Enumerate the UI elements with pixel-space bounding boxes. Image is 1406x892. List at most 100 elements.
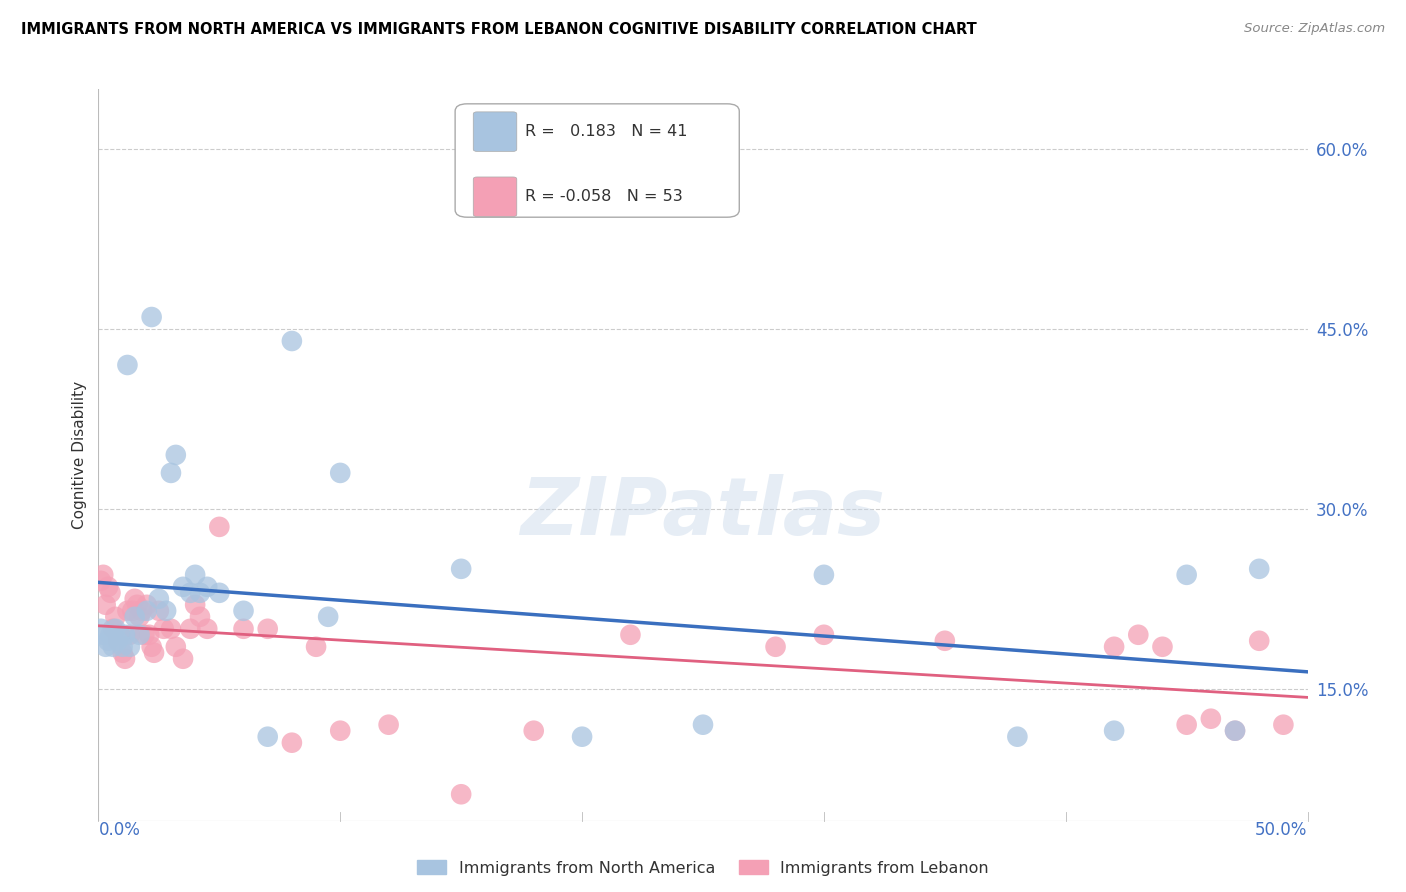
Point xyxy=(232,604,254,618)
Point xyxy=(131,604,153,618)
Point xyxy=(813,567,835,582)
Point xyxy=(91,567,114,582)
Point xyxy=(184,598,207,612)
Text: 0.0%: 0.0% xyxy=(98,821,141,838)
Point xyxy=(692,717,714,731)
Point xyxy=(813,628,835,642)
Point xyxy=(179,586,201,600)
Point xyxy=(134,628,156,642)
Point xyxy=(934,633,956,648)
Text: R = -0.058   N = 53: R = -0.058 N = 53 xyxy=(526,189,683,204)
Point xyxy=(114,652,136,666)
Point xyxy=(101,622,124,636)
Point xyxy=(329,723,352,738)
Point xyxy=(1102,640,1125,654)
Point xyxy=(1175,717,1198,731)
Point xyxy=(107,633,129,648)
Point xyxy=(100,628,122,642)
Point xyxy=(101,640,124,654)
Text: Source: ZipAtlas.com: Source: ZipAtlas.com xyxy=(1244,22,1385,36)
Point xyxy=(165,640,187,654)
Point xyxy=(1128,628,1150,642)
FancyBboxPatch shape xyxy=(474,177,517,217)
Point xyxy=(107,633,129,648)
Point xyxy=(195,622,218,636)
Point xyxy=(135,598,157,612)
Point xyxy=(160,466,183,480)
Point xyxy=(305,640,328,654)
Point xyxy=(450,562,472,576)
Point xyxy=(208,520,231,534)
Point xyxy=(1007,730,1029,744)
Point xyxy=(188,609,211,624)
Point xyxy=(172,580,194,594)
Point xyxy=(128,609,150,624)
Point xyxy=(121,604,143,618)
Point xyxy=(1223,723,1246,738)
Point xyxy=(1223,723,1246,738)
Point xyxy=(141,640,163,654)
Point xyxy=(97,633,120,648)
Point xyxy=(100,586,122,600)
Point xyxy=(184,567,207,582)
Point xyxy=(1249,562,1271,576)
Point xyxy=(329,466,352,480)
Point xyxy=(232,622,254,636)
Point xyxy=(118,628,141,642)
Legend: Immigrants from North America, Immigrants from Lebanon: Immigrants from North America, Immigrant… xyxy=(411,854,995,882)
Point xyxy=(165,448,187,462)
Point xyxy=(195,580,218,594)
Point xyxy=(135,604,157,618)
Point xyxy=(148,604,170,618)
Point xyxy=(90,574,112,588)
Point xyxy=(108,628,131,642)
Point xyxy=(141,310,163,324)
Point xyxy=(90,622,112,636)
Point xyxy=(208,586,231,600)
Point xyxy=(765,640,787,654)
Point xyxy=(172,652,194,666)
Point xyxy=(256,622,278,636)
Point xyxy=(523,723,546,738)
Point xyxy=(94,640,117,654)
Point xyxy=(256,730,278,744)
Point xyxy=(117,358,139,372)
Point xyxy=(111,640,134,654)
Point xyxy=(117,604,139,618)
Point xyxy=(179,622,201,636)
Point xyxy=(124,609,146,624)
FancyBboxPatch shape xyxy=(474,112,517,152)
Point xyxy=(571,730,593,744)
Point xyxy=(1272,717,1295,731)
Point xyxy=(281,334,304,348)
Point xyxy=(104,622,127,636)
Point xyxy=(114,628,136,642)
Point xyxy=(127,598,149,612)
Point xyxy=(111,646,134,660)
Point xyxy=(188,586,211,600)
Point xyxy=(316,609,339,624)
Point xyxy=(128,628,150,642)
Point xyxy=(160,622,183,636)
Point xyxy=(94,598,117,612)
Point xyxy=(377,717,399,731)
Point xyxy=(148,591,170,606)
Text: R =   0.183   N = 41: R = 0.183 N = 41 xyxy=(526,124,688,139)
Point xyxy=(1199,712,1222,726)
Text: IMMIGRANTS FROM NORTH AMERICA VS IMMIGRANTS FROM LEBANON COGNITIVE DISABILITY CO: IMMIGRANTS FROM NORTH AMERICA VS IMMIGRA… xyxy=(21,22,977,37)
Text: 50.0%: 50.0% xyxy=(1256,821,1308,838)
Point xyxy=(1249,633,1271,648)
Point xyxy=(1175,567,1198,582)
FancyBboxPatch shape xyxy=(456,103,740,218)
Point xyxy=(281,736,304,750)
Point xyxy=(124,591,146,606)
Point xyxy=(143,646,166,660)
Text: ZIPatlas: ZIPatlas xyxy=(520,475,886,552)
Point xyxy=(152,622,174,636)
Point xyxy=(619,628,641,642)
Point xyxy=(1152,640,1174,654)
Point xyxy=(155,604,177,618)
Point xyxy=(118,640,141,654)
Point xyxy=(138,628,160,642)
Point xyxy=(97,580,120,594)
